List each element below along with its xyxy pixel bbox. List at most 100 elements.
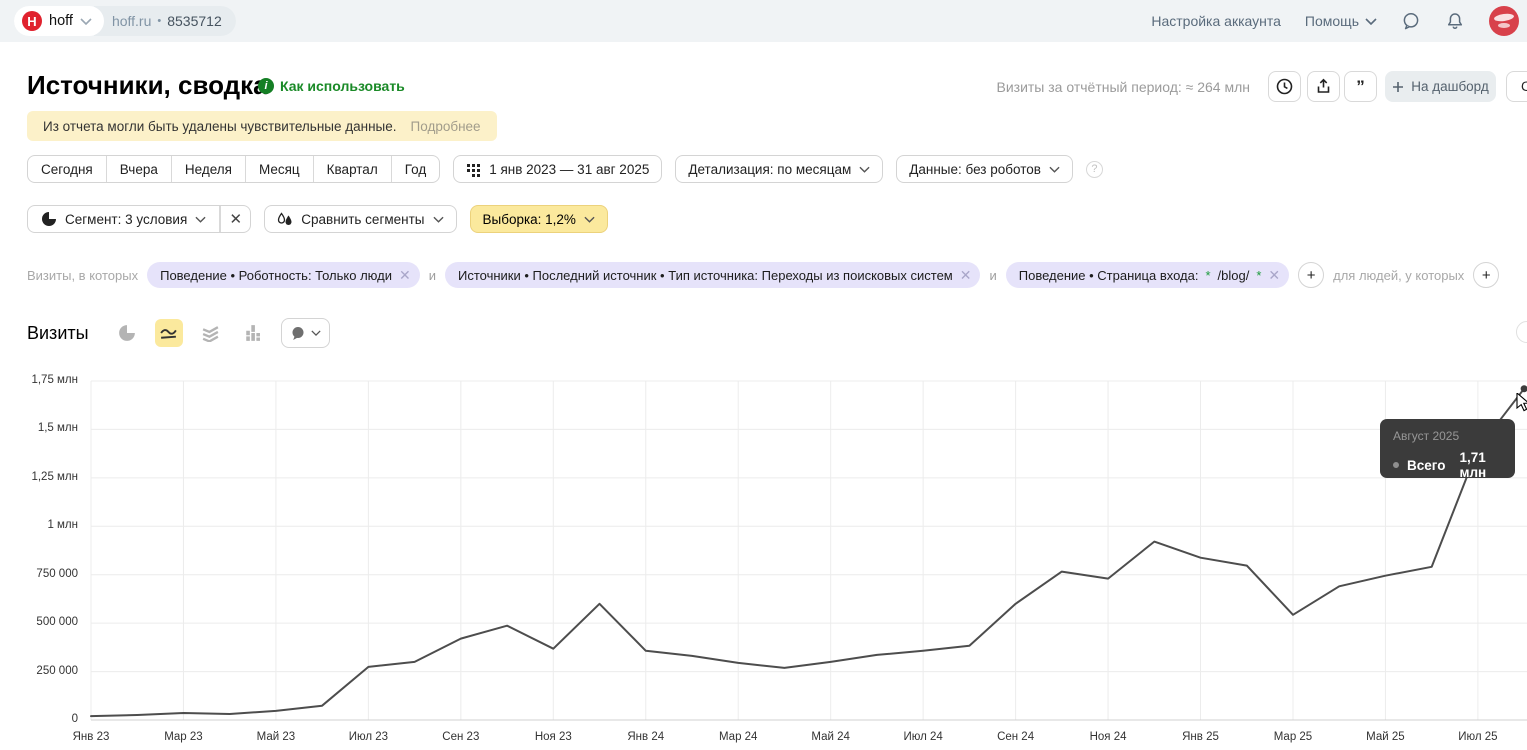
counter-selector[interactable]: H hoff	[14, 6, 104, 36]
annotations-dropdown[interactable]	[280, 318, 330, 348]
sampling-label: Выборка: 1,2%	[482, 211, 576, 227]
chart-type-columns-button[interactable]	[239, 319, 267, 347]
x-axis-label: Май 25	[1366, 731, 1405, 743]
how-to-use-link[interactable]: i Как использовать	[258, 78, 405, 94]
add-user-condition-button[interactable]: +	[1473, 262, 1500, 288]
add-visit-condition-button[interactable]: +	[1298, 262, 1325, 288]
visits-line-chart[interactable]: 0 250 000 500 000 750 000 1 млн 1,25 млн 1,5 м…	[0, 374, 1527, 750]
chevron-down-icon	[80, 17, 92, 25]
x-axis-label: Мар 25	[1273, 731, 1313, 743]
x-axis-label: Ноя 24	[1089, 731, 1127, 743]
period-year[interactable]: Год	[392, 156, 439, 182]
segment-conditions-row: Визиты, в которых Поведение • Роботность…	[27, 261, 1517, 289]
condition-chip-robots[interactable]: Поведение • Роботность: Только люди ✕	[147, 262, 420, 288]
condition-chip-landing[interactable]: Поведение • Страница входа: * /blog/ * ✕	[1005, 262, 1290, 288]
create-button-cut[interactable]: С	[1506, 71, 1527, 102]
x-axis-label: Янв 24	[627, 731, 665, 743]
calendar-grid-icon	[467, 163, 481, 177]
sampling-dropdown[interactable]: Выборка: 1,2%	[469, 205, 608, 233]
chart-type-areas-button[interactable]	[197, 319, 225, 347]
x-axis-label: Янв 23	[72, 731, 110, 743]
user-avatar[interactable]	[1489, 6, 1519, 36]
mouse-cursor-icon	[1516, 393, 1527, 412]
date-range-button[interactable]: 1 янв 2023 — 31 авг 2025	[453, 155, 663, 183]
pie-chart-icon	[118, 325, 135, 341]
chip-remove-icon[interactable]: ✕	[959, 266, 972, 283]
chevron-down-icon	[1365, 17, 1377, 25]
plus-icon	[1393, 81, 1404, 92]
chart-tooltip: Август 2025 Всего 1,71 млн	[1380, 419, 1515, 480]
y-axis-label: 750 000	[36, 567, 78, 580]
hoff-logo-icon: H	[22, 11, 42, 31]
history-button[interactable]	[1268, 71, 1301, 102]
period-week[interactable]: Неделя	[172, 156, 246, 182]
x-axis-label: Май 24	[811, 731, 850, 743]
chevron-down-icon	[195, 216, 206, 223]
compare-segments-dropdown[interactable]: Сравнить сегменты	[264, 205, 457, 233]
chevron-down-icon	[584, 216, 595, 223]
api-button[interactable]: ”	[1344, 71, 1377, 102]
info-icon: i	[258, 78, 274, 94]
help-question-icon[interactable]: ?	[1085, 160, 1103, 178]
chips-suffix: для людей, у которых	[1333, 267, 1465, 283]
account-settings-link[interactable]: Настройка аккаунта	[1151, 13, 1281, 29]
x-axis-label: Ноя 23	[534, 731, 572, 743]
export-button[interactable]	[1307, 71, 1340, 102]
compare-segments-label: Сравнить сегменты	[301, 211, 425, 227]
y-axis-label: 1,25 млн	[31, 470, 78, 483]
visits-period-summary: Визиты за отчётный период: ≈ 264 млн	[996, 79, 1251, 95]
chat-button[interactable]	[1401, 11, 1421, 31]
period-month[interactable]: Месяц	[246, 156, 314, 182]
chip-remove-icon[interactable]: ✕	[1268, 266, 1281, 283]
counter-id: 8535712	[167, 13, 222, 29]
stacked-areas-icon	[202, 326, 219, 342]
date-range-label: 1 янв 2023 — 31 авг 2025	[489, 161, 650, 177]
chart-type-line-button[interactable]	[154, 319, 183, 347]
detalization-dropdown[interactable]: Детализация: по месяцам	[675, 155, 884, 183]
notice-more-link[interactable]: Подробнее	[410, 118, 481, 134]
chip-remove-icon[interactable]: ✕	[398, 266, 411, 283]
counter-name: hoff	[49, 13, 73, 29]
notifications-button[interactable]	[1445, 11, 1465, 31]
chip-text: Поведение • Роботность: Только люди	[160, 267, 392, 283]
help-circle-cut-icon[interactable]	[1516, 321, 1527, 343]
x-axis-label: Сен 24	[997, 731, 1035, 743]
line-chart-icon	[160, 329, 177, 339]
wildcard-star: *	[1256, 267, 1262, 283]
upload-icon	[1317, 78, 1330, 93]
data-mode-label: Данные: без роботов	[909, 161, 1041, 177]
x-axis-label: Мар 23	[164, 731, 203, 743]
chevron-down-icon	[310, 330, 321, 336]
comment-bubble-icon	[292, 326, 304, 340]
chart-canvas	[90, 380, 1527, 721]
y-axis-label: 250 000	[36, 664, 78, 677]
data-mode-dropdown[interactable]: Данные: без роботов	[896, 155, 1073, 183]
counter-info[interactable]: hoff.ru • 8535712	[93, 6, 236, 36]
segment-clear-button[interactable]: ✕	[220, 206, 250, 232]
tooltip-series-label: Всего	[1407, 457, 1446, 473]
help-menu[interactable]: Помощь	[1305, 13, 1377, 29]
chat-bubble-icon	[1403, 12, 1419, 30]
condition-chip-source[interactable]: Источники • Последний источник • Тип ист…	[444, 262, 981, 288]
x-axis-label: Июл 23	[348, 731, 389, 743]
quotes-icon: ”	[1356, 76, 1365, 96]
y-axis-label: 0	[71, 713, 78, 725]
segment-group: Сегмент: 3 условия ✕	[27, 205, 252, 233]
segment-label: Сегмент: 3 условия	[65, 211, 188, 227]
period-today[interactable]: Сегодня	[28, 156, 107, 182]
y-axis-label: 500 000	[36, 616, 78, 629]
metric-title: Визиты	[27, 322, 89, 343]
account-settings-label: Настройка аккаунта	[1151, 13, 1281, 29]
segment-dropdown[interactable]: Сегмент: 3 условия	[28, 206, 221, 232]
notice-text: Из отчета могли быть удалены чувствитель…	[43, 118, 397, 134]
detalization-label: Детализация: по месяцам	[688, 161, 852, 177]
add-to-dashboard-button[interactable]: На дашборд	[1385, 71, 1496, 102]
period-yesterday[interactable]: Вчера	[107, 156, 172, 182]
period-quarter[interactable]: Квартал	[314, 156, 392, 182]
and-connector: и	[989, 267, 997, 283]
chart-type-pie-button[interactable]	[113, 319, 141, 347]
chip-path: /blog/	[1217, 267, 1250, 283]
filters-row-1: Сегодня Вчера Неделя Месяц Квартал Год 1…	[27, 155, 1103, 183]
chevron-down-icon	[432, 216, 444, 223]
create-button-label: С	[1521, 79, 1527, 94]
